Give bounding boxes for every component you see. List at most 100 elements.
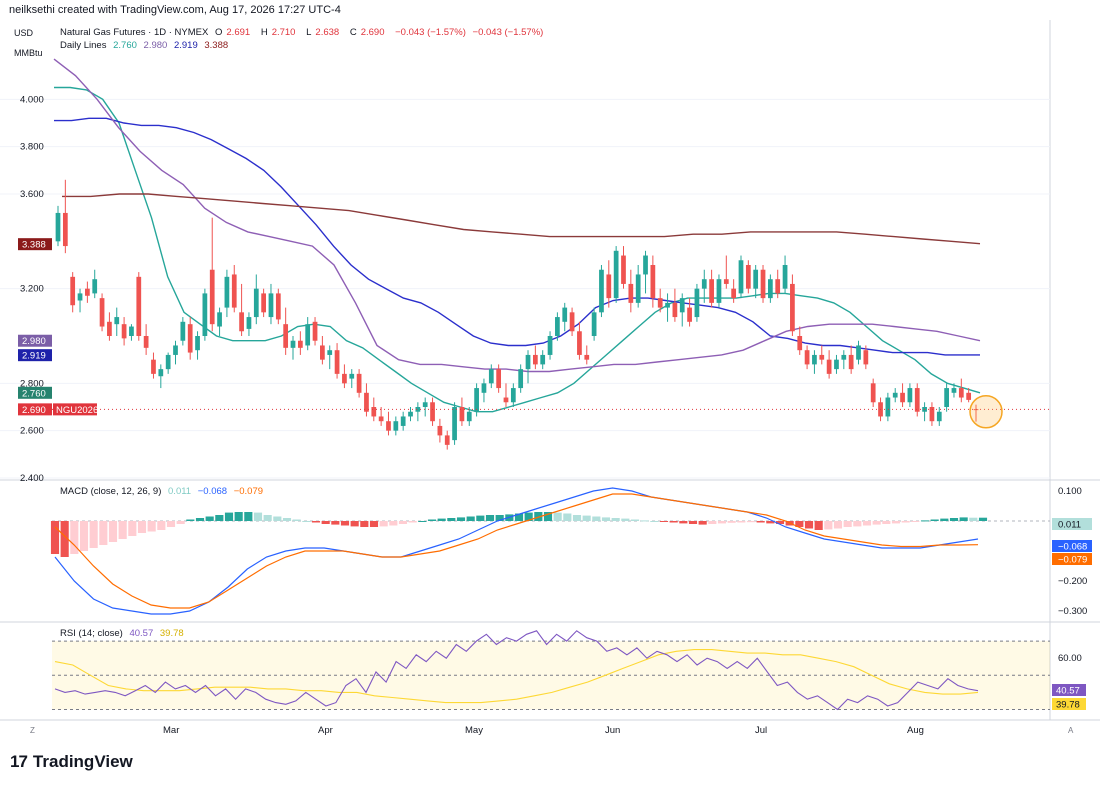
candle-body	[826, 359, 832, 374]
macd-histogram-bar	[128, 521, 137, 536]
x-axis-month-label: May	[465, 725, 483, 736]
candle-body	[408, 411, 413, 417]
candle-body	[85, 288, 90, 296]
candle-body	[349, 373, 355, 379]
macd-histogram-bar	[311, 521, 321, 523]
macd-histogram-bar	[118, 521, 127, 539]
candle-body	[951, 388, 957, 393]
macd-histogram-bar	[186, 519, 195, 521]
candle-body	[114, 317, 120, 325]
candle-body	[459, 407, 465, 422]
macd-histogram-bar	[447, 518, 456, 521]
candle-body	[944, 388, 949, 407]
candle-body	[643, 255, 648, 275]
macd-histogram-bar	[331, 521, 340, 525]
price-tick-label: 2.600	[20, 426, 44, 437]
candle-body	[510, 388, 516, 403]
macd-histogram-bar	[466, 516, 475, 521]
macd-histogram-bar	[273, 516, 282, 521]
candle-body	[723, 279, 729, 284]
candle-body	[209, 269, 215, 325]
candle-body	[503, 397, 509, 403]
currency-label[interactable]: USD	[14, 28, 34, 38]
macd-histogram-bar	[708, 521, 717, 524]
candle-body	[856, 345, 861, 360]
macd-histogram-bar	[621, 518, 630, 521]
candle-body	[892, 392, 898, 398]
price-tag: 2.690	[18, 403, 52, 416]
candle-body	[415, 407, 421, 412]
candle-body	[305, 324, 311, 346]
macd-histogram-bar	[833, 521, 843, 529]
tradingview-brand[interactable]: 17 TradingView	[10, 752, 133, 772]
ma-legend-label[interactable]: Daily Lines	[60, 40, 107, 51]
candle-body	[488, 369, 494, 384]
candle-body	[907, 388, 913, 403]
macd-histogram-bar	[340, 521, 350, 526]
candle-body	[481, 383, 487, 393]
candle-body	[466, 411, 472, 422]
macd-histogram-bar	[920, 520, 930, 522]
candle-body	[848, 354, 854, 370]
macd-tick-label: −0.300	[1058, 606, 1087, 617]
macd-axis-tag-label: −0.068	[1058, 542, 1087, 553]
macd-histogram-bar	[147, 521, 156, 532]
candle-body	[628, 283, 634, 303]
candle-body	[657, 298, 663, 308]
candle-body	[672, 302, 678, 318]
macd-histogram-bar	[553, 512, 562, 521]
candle-body	[650, 265, 656, 299]
macd-histogram-bar	[640, 520, 649, 522]
candle-body	[320, 345, 325, 360]
rsi-label[interactable]: RSI (14; close)	[60, 628, 123, 639]
macd-histogram-bar	[746, 521, 756, 523]
candle-body	[716, 279, 722, 303]
moving-average-line	[54, 117, 980, 356]
macd-histogram-bar	[389, 521, 398, 526]
x-axis-month-label: Mar	[163, 725, 179, 736]
ohlc-close: C 2.690	[349, 27, 385, 38]
macd-histogram-bar	[195, 518, 205, 521]
macd-histogram-bar	[244, 512, 253, 521]
macd-histogram-bar	[215, 515, 224, 521]
candle-body	[738, 260, 744, 294]
candle-body	[621, 255, 626, 284]
macd-histogram-bar	[350, 521, 359, 527]
candle-body	[239, 312, 244, 332]
candle-body	[958, 388, 964, 398]
ohlc-change-2: −0.043 (−1.57%)	[472, 27, 544, 38]
macd-legend: MACD (close, 12, 26, 9) 0.011 −0.068 −0.…	[60, 486, 267, 497]
macd-histogram-bar	[949, 518, 959, 521]
candle-body	[452, 407, 457, 441]
candle-body	[297, 340, 303, 348]
candle-body	[599, 269, 604, 313]
macd-histogram-bar	[437, 518, 446, 521]
macd-axis-tag-bg	[1052, 518, 1092, 530]
macd-label[interactable]: MACD (close, 12, 26, 9)	[60, 486, 162, 497]
macd-histogram-bar	[814, 521, 823, 530]
candle-body	[378, 416, 384, 422]
candle-body	[694, 288, 700, 318]
rsi-value: 40.57	[129, 628, 154, 639]
chart-canvas[interactable]: 4.000 3.800 3.600 3.200 2.800 2.600 2.400 3.388…	[0, 0, 1100, 745]
candle-body	[768, 279, 773, 299]
macd-histogram-bar	[795, 521, 804, 527]
candle-body	[261, 293, 266, 313]
candle-body	[863, 350, 869, 365]
candle-body	[195, 336, 200, 351]
candle-body	[966, 392, 972, 400]
candle-body	[834, 359, 839, 370]
macd-histogram-bar	[108, 521, 118, 542]
candle-body	[121, 324, 127, 339]
macd-histogram-bar	[514, 513, 524, 521]
candle-body	[151, 359, 156, 374]
macd-line	[54, 493, 979, 609]
candle-body	[731, 288, 737, 299]
price-tick-label: 3.600	[20, 189, 44, 200]
candle-body	[55, 212, 61, 242]
candle-body	[782, 265, 788, 289]
macd-histogram-bar	[224, 512, 234, 521]
symbol-title[interactable]: Natural Gas Futures · 1D · NYMEX	[60, 27, 209, 38]
macd-histogram-bar	[775, 521, 785, 524]
candle-body	[679, 298, 685, 313]
